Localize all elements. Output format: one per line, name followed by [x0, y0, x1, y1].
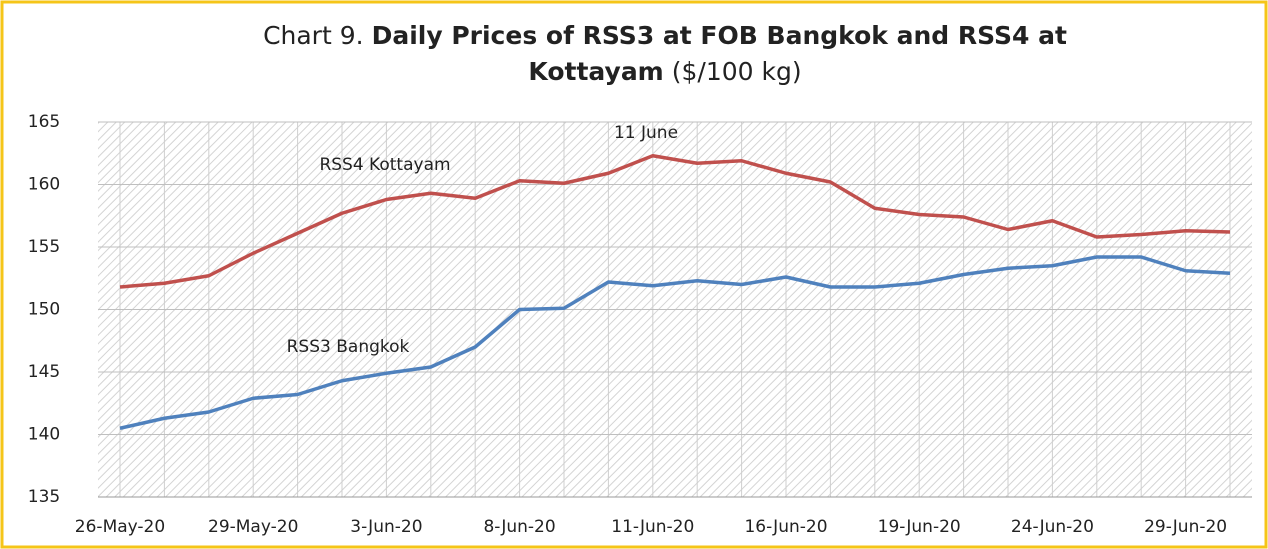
title-line: Kottayam ($/100 kg) [528, 57, 801, 86]
y-tick-label: 160 [28, 175, 60, 195]
y-tick-label: 150 [28, 300, 60, 320]
x-tick-label: 26-May-20 [75, 517, 165, 537]
title-part: Daily Prices of RSS3 at FOB Bangkok and … [372, 21, 1067, 50]
y-tick-label: 165 [28, 112, 60, 132]
annotation: 11 June [614, 123, 678, 143]
y-tick-label: 140 [28, 425, 60, 445]
y-tick-label: 135 [28, 487, 60, 507]
x-tick-label: 8-Jun-20 [483, 517, 555, 537]
x-tick-label: 29-May-20 [208, 517, 298, 537]
title-part: ($/100 kg) [672, 57, 802, 86]
x-tick-label: 29-Jun-20 [1144, 517, 1227, 537]
title: Chart 9. Daily Prices of RSS3 at FOB Bang… [263, 21, 1067, 86]
series-line [119, 255, 1231, 430]
series-label: RSS4 Kottayam [319, 155, 450, 175]
title-line: Chart 9. Daily Prices of RSS3 at FOB Bang… [263, 21, 1067, 50]
x-tick-label: 24-Jun-20 [1011, 517, 1094, 537]
x-tick-label: 16-Jun-20 [744, 517, 827, 537]
x-tick-label: 3-Jun-20 [350, 517, 422, 537]
title-part: Chart 9. [263, 21, 364, 50]
y-tick-label: 155 [28, 237, 60, 257]
title-part: Kottayam [528, 57, 663, 86]
series-label: RSS3 Bangkok [287, 337, 410, 357]
y-tick-label: 145 [28, 362, 60, 382]
series-line [119, 154, 1231, 289]
x-tick-label: 19-Jun-20 [878, 517, 961, 537]
x-tick-label: 11-Jun-20 [611, 517, 694, 537]
